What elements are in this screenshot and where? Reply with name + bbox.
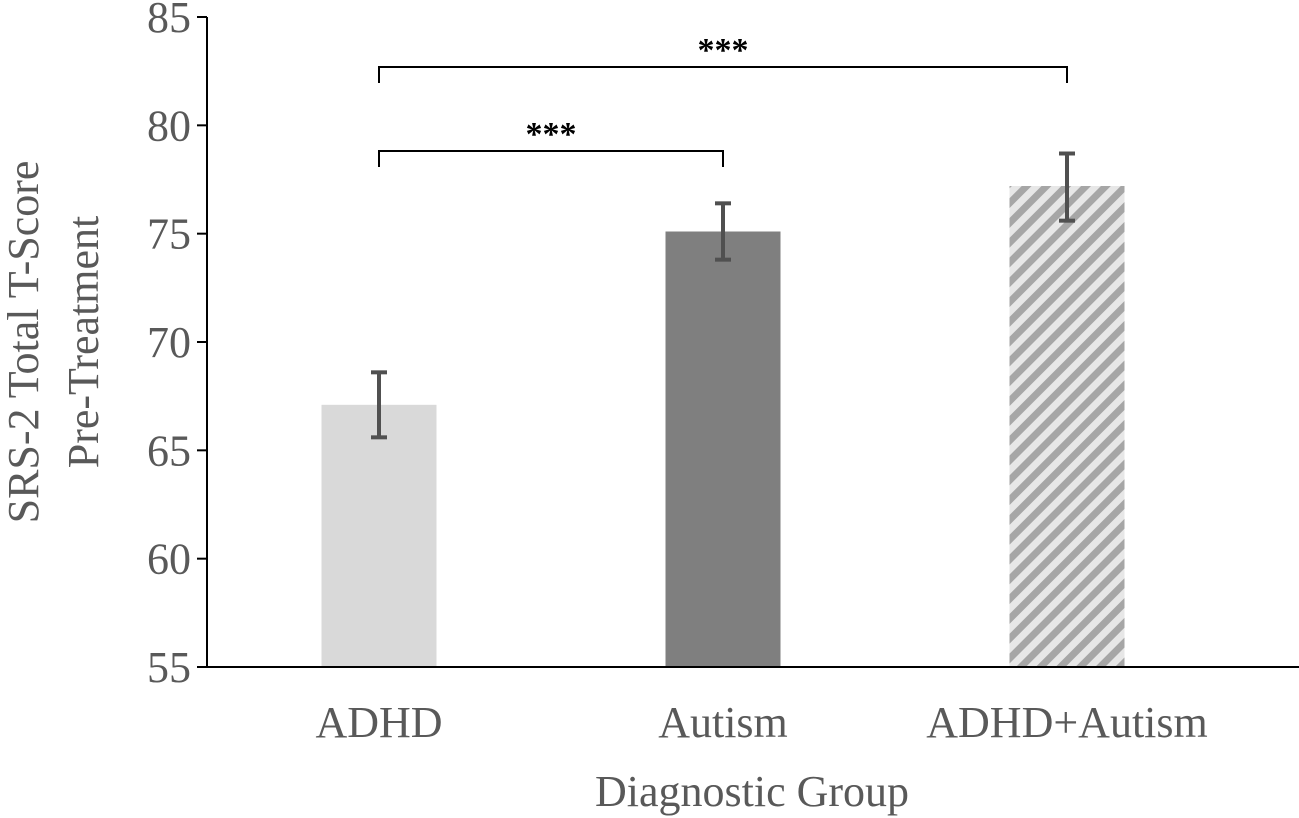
y-tick-label: 65	[147, 426, 191, 475]
y-tick-label: 80	[147, 101, 191, 150]
y-tick-label: 75	[147, 210, 191, 259]
x-axis-label: Diagnostic Group	[595, 767, 909, 816]
significance-label: ***	[526, 116, 577, 153]
significance-bracket	[378, 150, 724, 167]
error-bars	[371, 151, 1075, 440]
axes	[206, 17, 1299, 668]
y-axis-label-line-1: SRS-2 Total T-Score	[0, 161, 48, 524]
y-axis-label-line-2: Pre-Treatment	[59, 216, 108, 469]
significance-brackets: *** ***	[378, 32, 1068, 167]
y-axis-label: SRS-2 Total T-Score Pre-Treatment	[0, 161, 108, 524]
y-axis-ticks: 55 60 65 70 75 80 85	[147, 0, 207, 692]
y-tick-label: 70	[147, 318, 191, 367]
bar-autism	[665, 231, 781, 667]
x-tick-label: ADHD+Autism	[926, 698, 1208, 747]
x-axis-ticks: ADHD Autism ADHD+Autism	[315, 698, 1207, 747]
bars	[321, 186, 1125, 667]
y-tick-label: 85	[147, 0, 191, 42]
significance-bracket	[378, 66, 1068, 83]
bar-adhd-autism	[1009, 186, 1125, 667]
bar-adhd	[321, 404, 437, 667]
x-tick-label: Autism	[658, 698, 788, 747]
y-tick-label: 55	[147, 643, 191, 692]
y-tick-label: 60	[147, 535, 191, 584]
x-tick-label: ADHD	[315, 698, 442, 747]
significance-label: ***	[698, 32, 749, 69]
